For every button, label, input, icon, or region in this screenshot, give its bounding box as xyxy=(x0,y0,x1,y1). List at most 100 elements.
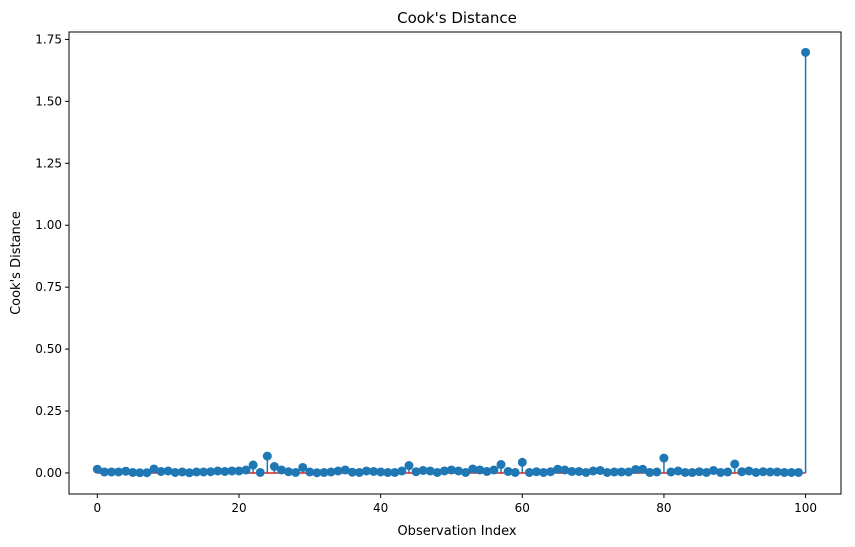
data-point xyxy=(744,466,754,476)
data-point xyxy=(539,467,549,477)
data-point xyxy=(383,467,393,477)
data-point xyxy=(468,464,478,474)
y-tick-label: 0.00 xyxy=(35,466,62,480)
data-point xyxy=(581,467,591,477)
data-point xyxy=(567,466,577,476)
data-point xyxy=(269,462,279,472)
data-point xyxy=(404,461,414,471)
data-point xyxy=(638,464,648,474)
x-tick-label: 80 xyxy=(656,501,671,515)
data-point xyxy=(227,466,237,476)
data-point xyxy=(680,467,690,477)
data-point xyxy=(786,467,796,477)
data-point xyxy=(99,467,109,477)
data-point xyxy=(482,466,492,476)
data-point xyxy=(624,467,634,477)
data-point xyxy=(291,467,301,477)
data-point xyxy=(114,467,124,477)
data-point xyxy=(609,467,619,477)
data-point xyxy=(262,451,272,461)
plot-frame xyxy=(68,31,842,495)
data-point xyxy=(801,47,811,57)
data-point xyxy=(503,466,513,476)
data-point xyxy=(694,467,704,477)
data-point xyxy=(517,457,527,467)
data-point xyxy=(510,467,520,477)
data-point xyxy=(191,467,201,477)
data-point xyxy=(779,467,789,477)
data-point xyxy=(305,467,315,477)
data-point xyxy=(602,467,612,477)
y-tick-label: 1.50 xyxy=(35,94,62,108)
data-point xyxy=(687,467,697,477)
data-point xyxy=(177,467,187,477)
data-point xyxy=(340,465,350,475)
data-point xyxy=(354,467,364,477)
data-point xyxy=(199,467,209,477)
data-point xyxy=(496,460,506,470)
data-point xyxy=(106,467,116,477)
data-point xyxy=(156,466,166,476)
data-point xyxy=(645,467,655,477)
data-point xyxy=(142,468,152,478)
y-tick-label: 1.25 xyxy=(35,156,62,170)
x-axis-label: Observation Index xyxy=(397,524,516,539)
data-point xyxy=(376,467,386,477)
y-tick-label: 1.75 xyxy=(35,32,62,46)
data-point xyxy=(326,467,336,477)
data-point xyxy=(184,468,194,478)
data-point xyxy=(631,464,641,474)
data-point xyxy=(128,467,138,477)
x-axis: 0 20 40 60 80 100 xyxy=(94,494,817,515)
data-point xyxy=(709,465,719,475)
data-point xyxy=(213,466,223,476)
data-point xyxy=(701,467,711,477)
data-point xyxy=(397,466,407,476)
data-point xyxy=(751,467,761,477)
data-point xyxy=(369,466,379,476)
data-point xyxy=(411,467,421,477)
data-point xyxy=(135,468,145,478)
data-point xyxy=(361,466,371,476)
data-point xyxy=(121,466,131,476)
data-point xyxy=(574,466,584,476)
data-point xyxy=(432,467,442,477)
x-tick-label: 0 xyxy=(94,501,102,515)
data-point xyxy=(298,462,308,472)
x-tick-label: 60 xyxy=(515,501,530,515)
data-point xyxy=(588,466,598,476)
data-point xyxy=(716,467,726,477)
data-point xyxy=(284,467,294,477)
plot-area xyxy=(92,47,811,478)
data-point xyxy=(425,466,435,476)
data-point xyxy=(255,467,265,477)
data-point xyxy=(92,464,102,474)
y-tick-label: 1.00 xyxy=(35,218,62,232)
y-tick-label: 0.75 xyxy=(35,280,62,294)
data-point xyxy=(454,466,464,476)
data-point xyxy=(531,467,541,477)
data-point xyxy=(560,465,570,475)
data-point xyxy=(163,466,173,476)
chart-title: Cook's Distance xyxy=(397,9,517,27)
data-point xyxy=(659,453,669,463)
data-point xyxy=(546,467,556,477)
data-point xyxy=(241,465,251,475)
data-point xyxy=(666,467,676,477)
data-point xyxy=(730,459,740,469)
data-point xyxy=(418,465,428,475)
data-point xyxy=(765,467,775,477)
data-point xyxy=(758,467,768,477)
data-point xyxy=(446,465,456,475)
data-point xyxy=(319,467,329,477)
data-point xyxy=(737,467,747,477)
data-point xyxy=(149,464,159,474)
data-point xyxy=(234,466,244,476)
data-point xyxy=(220,466,230,476)
data-point xyxy=(794,467,804,477)
data-point xyxy=(461,467,471,477)
x-tick-label: 100 xyxy=(794,501,817,515)
data-point xyxy=(439,466,449,476)
y-tick-label: 0.50 xyxy=(35,342,62,356)
data-point xyxy=(170,467,180,477)
